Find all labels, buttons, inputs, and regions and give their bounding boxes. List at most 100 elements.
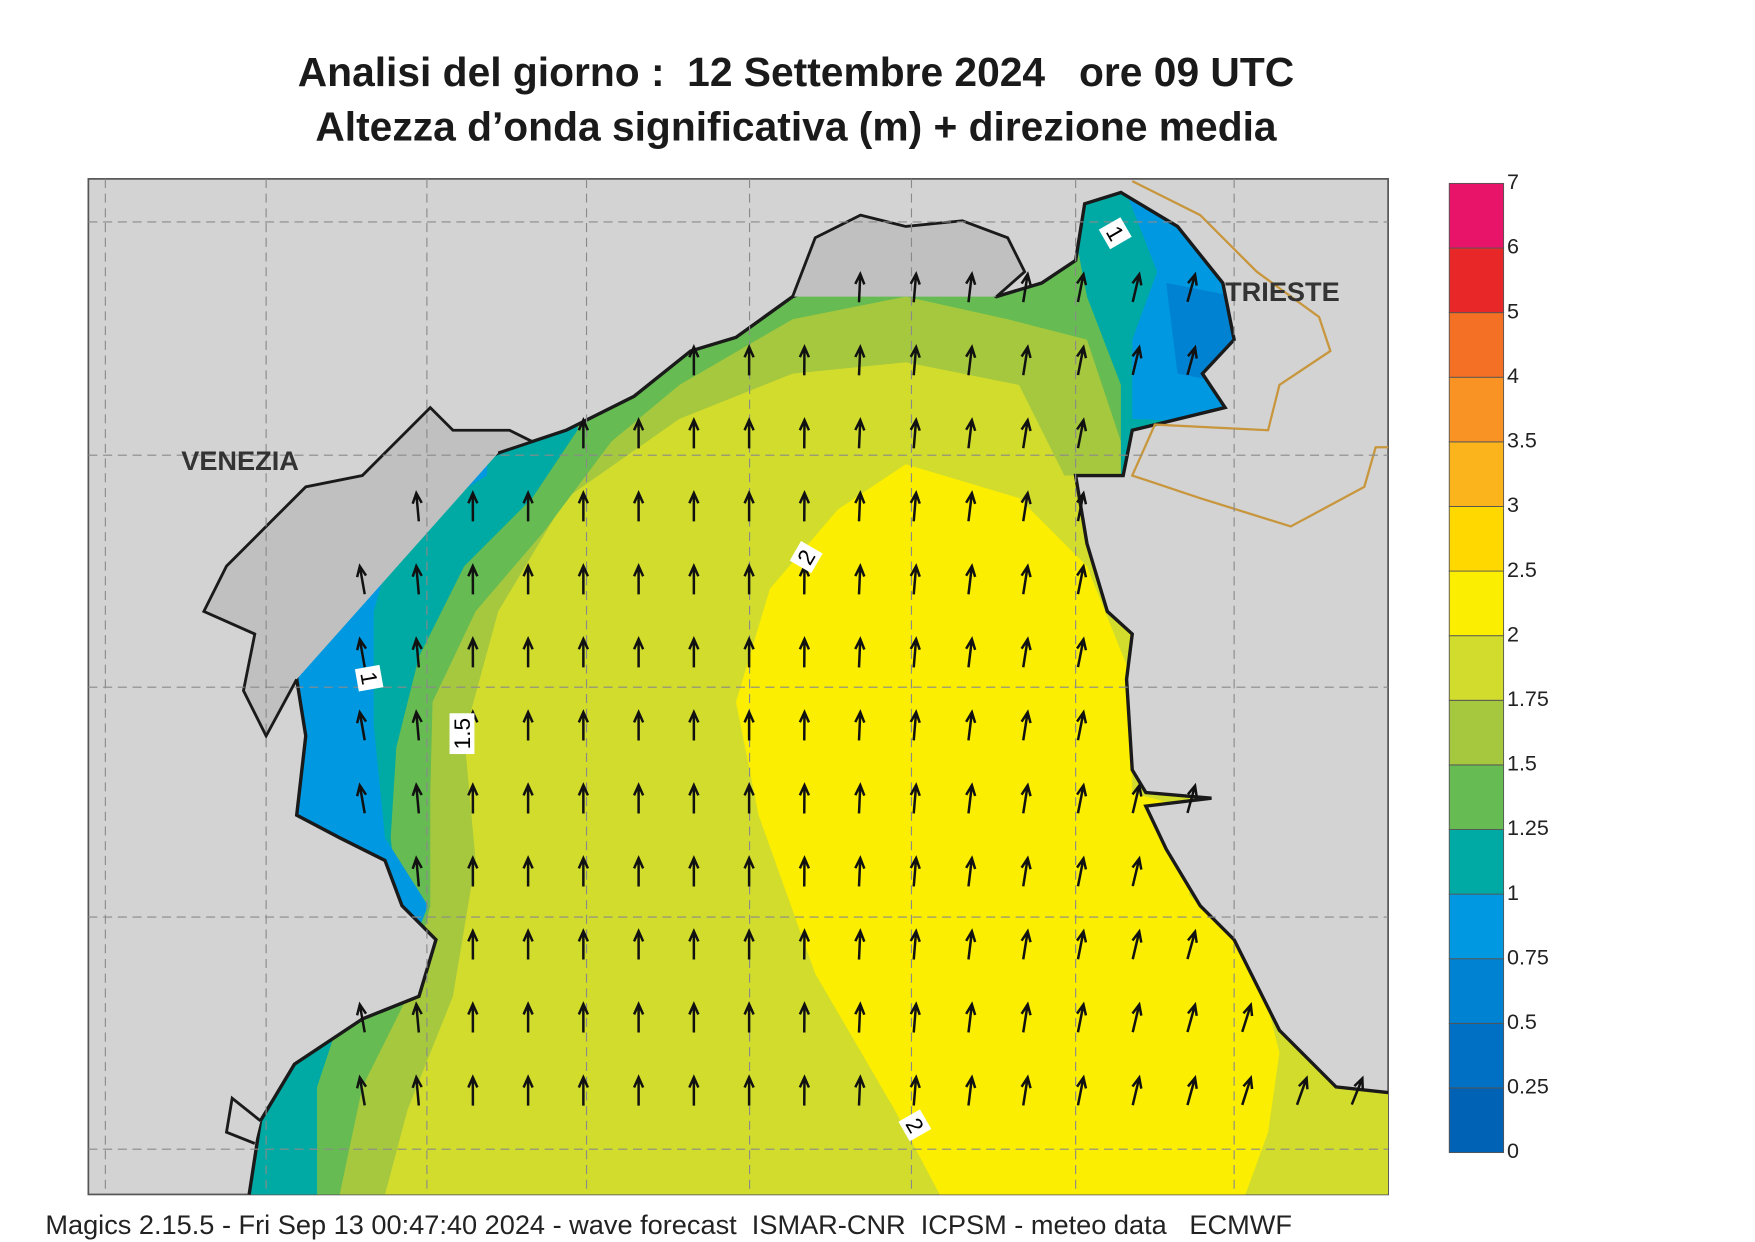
arrow — [909, 709, 921, 741]
arrow — [355, 782, 368, 814]
arrow — [688, 563, 700, 595]
arrow — [467, 928, 479, 960]
arrow — [688, 928, 700, 960]
legend-band — [1448, 829, 1505, 895]
arrow — [909, 855, 921, 887]
contour-label: 1 — [354, 664, 384, 692]
legend-band — [1448, 1022, 1505, 1089]
arrow — [909, 490, 921, 522]
arrow — [688, 636, 700, 668]
arrow — [909, 563, 921, 595]
arrow — [909, 270, 921, 303]
arrow — [1076, 1074, 1088, 1106]
arrow — [965, 782, 977, 814]
arrow — [1186, 1001, 1198, 1033]
arrow — [798, 782, 811, 814]
arrow — [411, 782, 423, 814]
arrow — [577, 782, 590, 814]
arrow — [798, 1001, 811, 1033]
arrow — [1076, 636, 1088, 668]
arrow — [411, 709, 423, 741]
arrow — [854, 490, 866, 522]
arrow — [1186, 271, 1198, 303]
arrow — [688, 709, 700, 741]
contour-label: 1.5 — [449, 713, 475, 755]
legend-label: 1.75 — [1507, 687, 1549, 711]
legend-label: 7 — [1507, 170, 1519, 194]
arrow — [909, 1074, 921, 1106]
place-label: VENEZIA — [181, 445, 299, 476]
arrow — [1131, 928, 1143, 960]
arrow — [965, 271, 977, 303]
arrow — [965, 636, 977, 668]
lagoon — [201, 405, 536, 739]
contour-label: 2 — [898, 1109, 932, 1142]
arrow — [909, 417, 921, 449]
legend-band — [1448, 958, 1505, 1024]
arrow — [577, 636, 590, 668]
contour-label: 2 — [789, 540, 823, 574]
legend-label: 5 — [1507, 299, 1519, 323]
arrow — [1020, 1074, 1032, 1106]
arrow — [1020, 782, 1032, 814]
arrow — [1076, 928, 1088, 960]
arrow — [411, 1074, 423, 1106]
arrow — [1076, 782, 1088, 814]
arrow — [1020, 709, 1032, 741]
arrow — [798, 416, 811, 449]
arrow — [1076, 417, 1088, 449]
arrow — [411, 1001, 423, 1033]
lagoon — [791, 213, 1027, 298]
arrow — [467, 636, 479, 668]
arrow — [522, 782, 534, 814]
contour-label-box — [1098, 217, 1132, 250]
arrow — [1295, 1075, 1309, 1106]
arrow — [1131, 855, 1143, 887]
arrow — [355, 636, 368, 668]
arrow — [965, 928, 977, 960]
arrow — [688, 416, 700, 449]
legend-label: 1.25 — [1507, 816, 1549, 840]
legend-label: 1 — [1507, 881, 1519, 905]
legend-label: 0.25 — [1507, 1075, 1549, 1099]
arrow — [522, 563, 534, 595]
arrow — [1020, 855, 1032, 887]
arrow — [355, 709, 368, 741]
graticule — [88, 178, 1389, 1195]
arrow — [1020, 344, 1032, 376]
arrow — [909, 1001, 921, 1033]
arrow — [522, 928, 534, 960]
contour-label-text: 1 — [355, 670, 382, 687]
arrow — [965, 490, 977, 522]
arrow — [467, 855, 479, 887]
arrow — [688, 343, 700, 376]
arrow — [854, 928, 866, 960]
arrow — [577, 563, 590, 595]
arrow — [1131, 782, 1143, 814]
arrow — [743, 563, 755, 595]
border — [1130, 180, 1389, 528]
arrow — [355, 1074, 368, 1106]
arrow — [522, 709, 534, 741]
arrow — [743, 343, 755, 376]
arrow — [965, 563, 977, 595]
arrow — [854, 1001, 866, 1033]
arrow — [798, 709, 811, 741]
arrow — [577, 928, 590, 960]
arrow — [632, 1001, 645, 1033]
arrow — [1020, 563, 1032, 595]
arrow — [1076, 344, 1088, 376]
arrow — [632, 416, 645, 449]
place-label: TRIESTE — [1225, 276, 1340, 307]
arrow — [1131, 1001, 1143, 1033]
contour-label-text: 1.5 — [450, 718, 475, 749]
arrow — [743, 489, 755, 522]
arrow — [467, 563, 479, 595]
arrow — [1076, 490, 1088, 522]
arrow — [522, 489, 534, 522]
legend-band — [1448, 1087, 1505, 1154]
arrow — [688, 855, 700, 887]
arrow — [522, 1001, 534, 1033]
legend-label: 2 — [1507, 622, 1519, 646]
contour-labels: 2 1 1.5 2 1 — [354, 217, 1132, 1142]
